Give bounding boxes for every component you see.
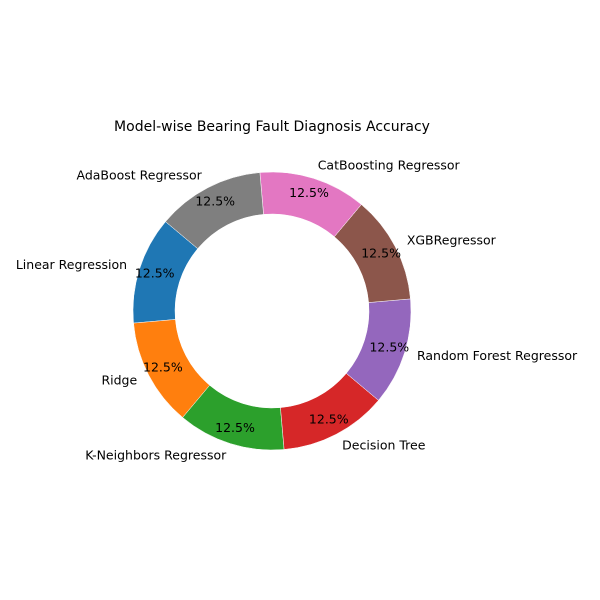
label-random-forest-regressor: Random Forest Regressor — [417, 348, 578, 363]
label-catboosting-regressor: CatBoosting Regressor — [318, 158, 461, 173]
slices-group — [132, 171, 412, 451]
pct-label-catboosting-regressor: 12.5% — [289, 185, 329, 200]
pct-label-random-forest-regressor: 12.5% — [369, 339, 409, 354]
label-ridge: Ridge — [101, 373, 137, 388]
pct-label-xgbregressor: 12.5% — [361, 246, 401, 261]
pct-label-ridge: 12.5% — [143, 359, 183, 374]
label-adaboost-regressor: AdaBoost Regressor — [77, 168, 203, 183]
pct-label-decision-tree: 12.5% — [309, 412, 349, 427]
label-decision-tree: Decision Tree — [342, 437, 426, 452]
pct-label-linear-regression: 12.5% — [135, 266, 175, 281]
labels-group: Linear Regression 12.5% Ridge 12.5% K-Neighb… — [16, 158, 578, 463]
label-k-neighbors-regressor: K-Neighbors Regressor — [85, 447, 227, 462]
label-xgbregressor: XGBRegressor — [407, 232, 497, 247]
slice-adaboost-regressor — [165, 172, 264, 250]
pct-label-adaboost-regressor: 12.5% — [195, 193, 235, 208]
chart-title: Model-wise Bearing Fault Diagnosis Accur… — [114, 119, 430, 135]
pct-label-k-neighbors-regressor: 12.5% — [215, 420, 255, 435]
label-linear-regression: Linear Regression — [16, 257, 127, 272]
